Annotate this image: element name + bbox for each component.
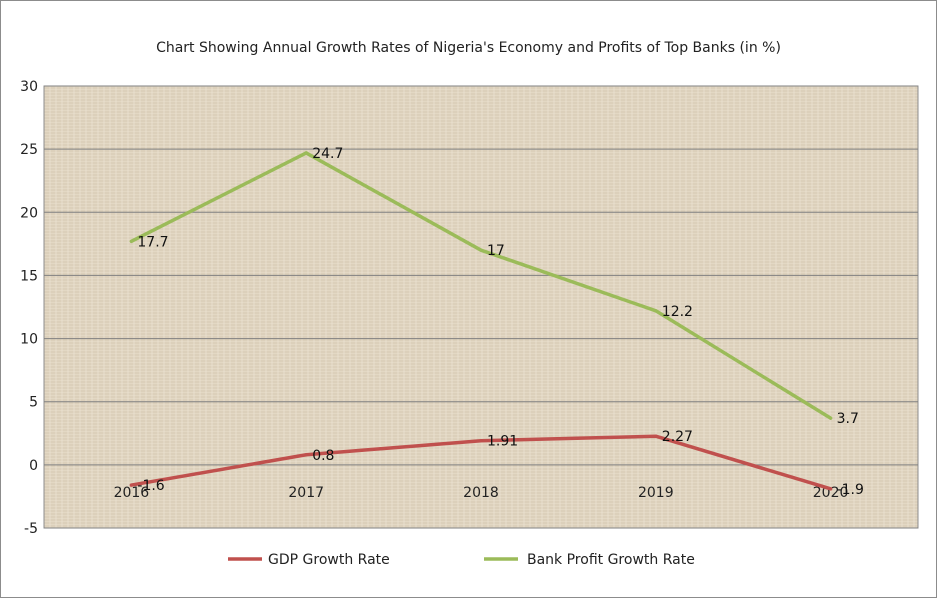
x-tick-label: 2020: [813, 485, 849, 501]
data-point: [829, 487, 833, 491]
legend-label: GDP Growth Rate: [268, 552, 390, 568]
data-point: [129, 483, 133, 487]
y-tick-label: 30: [20, 79, 38, 95]
y-tick-label: 10: [20, 332, 38, 348]
data-label: 17.7: [137, 234, 168, 250]
data-label: 1.91: [487, 434, 518, 450]
data-point: [129, 239, 133, 243]
data-label: 17: [487, 243, 505, 259]
data-point: [304, 151, 308, 155]
data-label: -1.6: [137, 478, 164, 494]
plot-area: [43, 85, 919, 529]
x-tick-label: 2018: [463, 485, 499, 501]
y-tick-label: 0: [29, 458, 38, 474]
y-tick-label: 15: [20, 268, 38, 284]
data-label: 2.27: [662, 429, 693, 445]
y-tick-label: 25: [20, 142, 38, 158]
data-label: -1.9: [837, 482, 864, 498]
data-label: 3.7: [837, 411, 859, 427]
data-label: 12.2: [662, 304, 693, 320]
x-tick-label: 2017: [288, 485, 324, 501]
x-tick-label: 2019: [638, 485, 674, 501]
data-label: 0.8: [312, 448, 334, 464]
data-point: [654, 309, 658, 313]
data-point: [654, 434, 658, 438]
y-tick-label: 20: [20, 205, 38, 221]
y-tick-label: -5: [24, 521, 38, 537]
data-label: 24.7: [312, 146, 343, 162]
data-point: [479, 248, 483, 252]
x-tick-label: 2016: [114, 485, 150, 501]
legend-label: Bank Profit Growth Rate: [527, 552, 695, 568]
data-point: [829, 416, 833, 420]
y-tick-label: 5: [29, 395, 38, 411]
chart-title: Chart Showing Annual Growth Rates of Nig…: [156, 40, 781, 56]
data-point: [479, 439, 483, 443]
data-point: [304, 453, 308, 457]
